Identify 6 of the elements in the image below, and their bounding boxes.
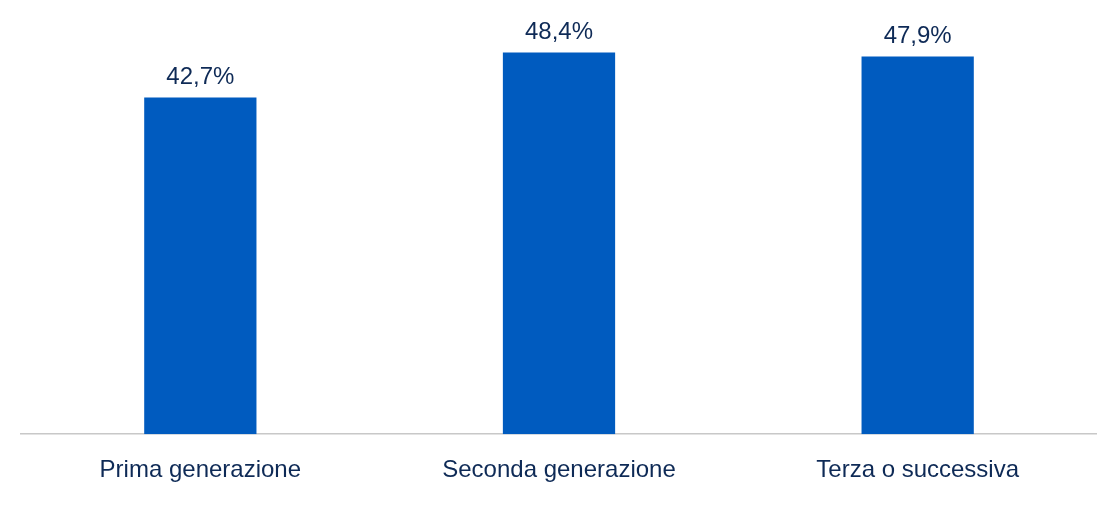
data-label: 48,4% <box>524 17 594 45</box>
x-tick-label: Terza o successiva <box>816 455 1020 483</box>
x-tick-label: Prima generazione <box>99 455 302 483</box>
data-label: 42,7% <box>166 62 235 90</box>
x-tick-label: Seconda generazione <box>442 455 676 483</box>
data-label: 47,9% <box>883 21 952 49</box>
